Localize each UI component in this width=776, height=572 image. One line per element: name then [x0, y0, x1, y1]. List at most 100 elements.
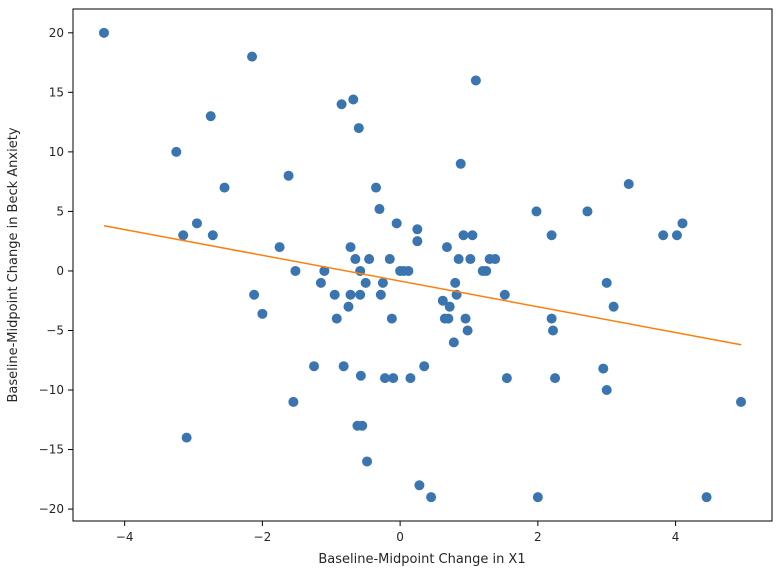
data-point — [598, 363, 609, 374]
plot-area — [72, 8, 773, 522]
data-point — [357, 420, 368, 431]
data-point — [377, 277, 388, 288]
data-point — [178, 230, 189, 241]
data-point — [532, 492, 543, 503]
data-point — [98, 27, 109, 38]
data-point — [219, 182, 230, 193]
data-point — [470, 75, 481, 86]
regression-line — [103, 224, 742, 346]
data-point — [350, 254, 361, 265]
data-point — [371, 182, 382, 193]
data-point — [548, 325, 559, 336]
data-point — [391, 218, 402, 229]
x-tick-label: 0 — [396, 530, 404, 544]
data-point — [355, 370, 366, 381]
data-point — [343, 301, 354, 312]
x-axis-ticks: −4 −2 0 2 4 — [116, 521, 680, 544]
data-point — [319, 265, 330, 276]
data-point — [458, 230, 469, 241]
x-tick-label: −4 — [116, 530, 134, 544]
data-point — [247, 51, 258, 62]
data-point — [531, 206, 542, 217]
data-point — [348, 94, 359, 105]
data-point — [460, 313, 471, 324]
y-tick-label: −20 — [39, 502, 64, 516]
data-point — [601, 277, 612, 288]
data-point — [426, 492, 437, 503]
x-tick-label: −2 — [254, 530, 272, 544]
y-tick-label: 20 — [49, 26, 64, 40]
data-point — [623, 179, 634, 190]
data-point — [450, 277, 461, 288]
data-point — [403, 265, 414, 276]
data-point — [364, 254, 375, 265]
data-point — [309, 361, 320, 372]
data-point — [481, 265, 492, 276]
data-point — [191, 218, 202, 229]
data-point — [355, 289, 366, 300]
data-point — [331, 313, 342, 324]
data-point — [274, 242, 285, 253]
data-point — [444, 301, 455, 312]
y-tick-label: 10 — [49, 145, 64, 159]
data-point — [360, 277, 371, 288]
data-point — [171, 146, 182, 157]
x-axis-label: Baseline-Midpoint Change in X1 — [318, 552, 525, 567]
data-point — [374, 204, 385, 215]
data-point — [443, 313, 454, 324]
data-point — [205, 111, 216, 122]
data-point — [608, 301, 619, 312]
data-point — [412, 224, 423, 235]
data-point — [701, 492, 712, 503]
data-point — [345, 242, 356, 253]
y-tick-label: −5 — [46, 323, 64, 337]
scatter-points — [98, 27, 747, 503]
data-point — [462, 325, 473, 336]
y-tick-label: 15 — [49, 85, 64, 99]
data-point — [414, 480, 425, 491]
data-point — [467, 230, 478, 241]
data-point — [375, 289, 386, 300]
regression-line-layer — [103, 224, 742, 346]
data-point — [490, 254, 501, 265]
data-point — [257, 308, 268, 319]
data-point — [412, 236, 423, 247]
data-point — [441, 242, 452, 253]
data-point — [249, 289, 260, 300]
data-point — [315, 277, 326, 288]
data-point — [405, 373, 416, 384]
y-axis-label: Baseline-Midpoint Change in Beck Anxiety — [6, 127, 21, 402]
x-tick-label: 2 — [534, 530, 542, 544]
data-point — [379, 373, 390, 384]
data-point — [290, 265, 301, 276]
data-point — [658, 230, 669, 241]
y-tick-label: −10 — [39, 383, 64, 397]
data-point — [338, 361, 349, 372]
data-point — [353, 123, 364, 134]
data-point — [499, 289, 510, 300]
y-tick-label: 0 — [56, 264, 64, 278]
data-point — [288, 396, 299, 407]
y-axis-ticks: −20 −15 −10 −5 0 5 10 15 20 — [39, 26, 73, 516]
data-point — [677, 218, 688, 229]
data-point — [437, 295, 448, 306]
x-tick-label: 4 — [672, 530, 680, 544]
data-point — [283, 170, 294, 181]
data-point — [546, 230, 557, 241]
data-point — [546, 313, 557, 324]
data-point — [362, 456, 373, 467]
data-point — [453, 254, 464, 265]
data-point — [550, 373, 561, 384]
y-tick-label: 5 — [56, 204, 64, 218]
data-point — [501, 373, 512, 384]
data-point — [582, 206, 593, 217]
data-point — [345, 289, 356, 300]
data-point — [671, 230, 682, 241]
y-tick-label: −15 — [39, 443, 64, 457]
data-point — [329, 289, 340, 300]
data-point — [419, 361, 430, 372]
data-point — [601, 385, 612, 396]
data-point — [386, 313, 397, 324]
data-point — [448, 337, 459, 348]
